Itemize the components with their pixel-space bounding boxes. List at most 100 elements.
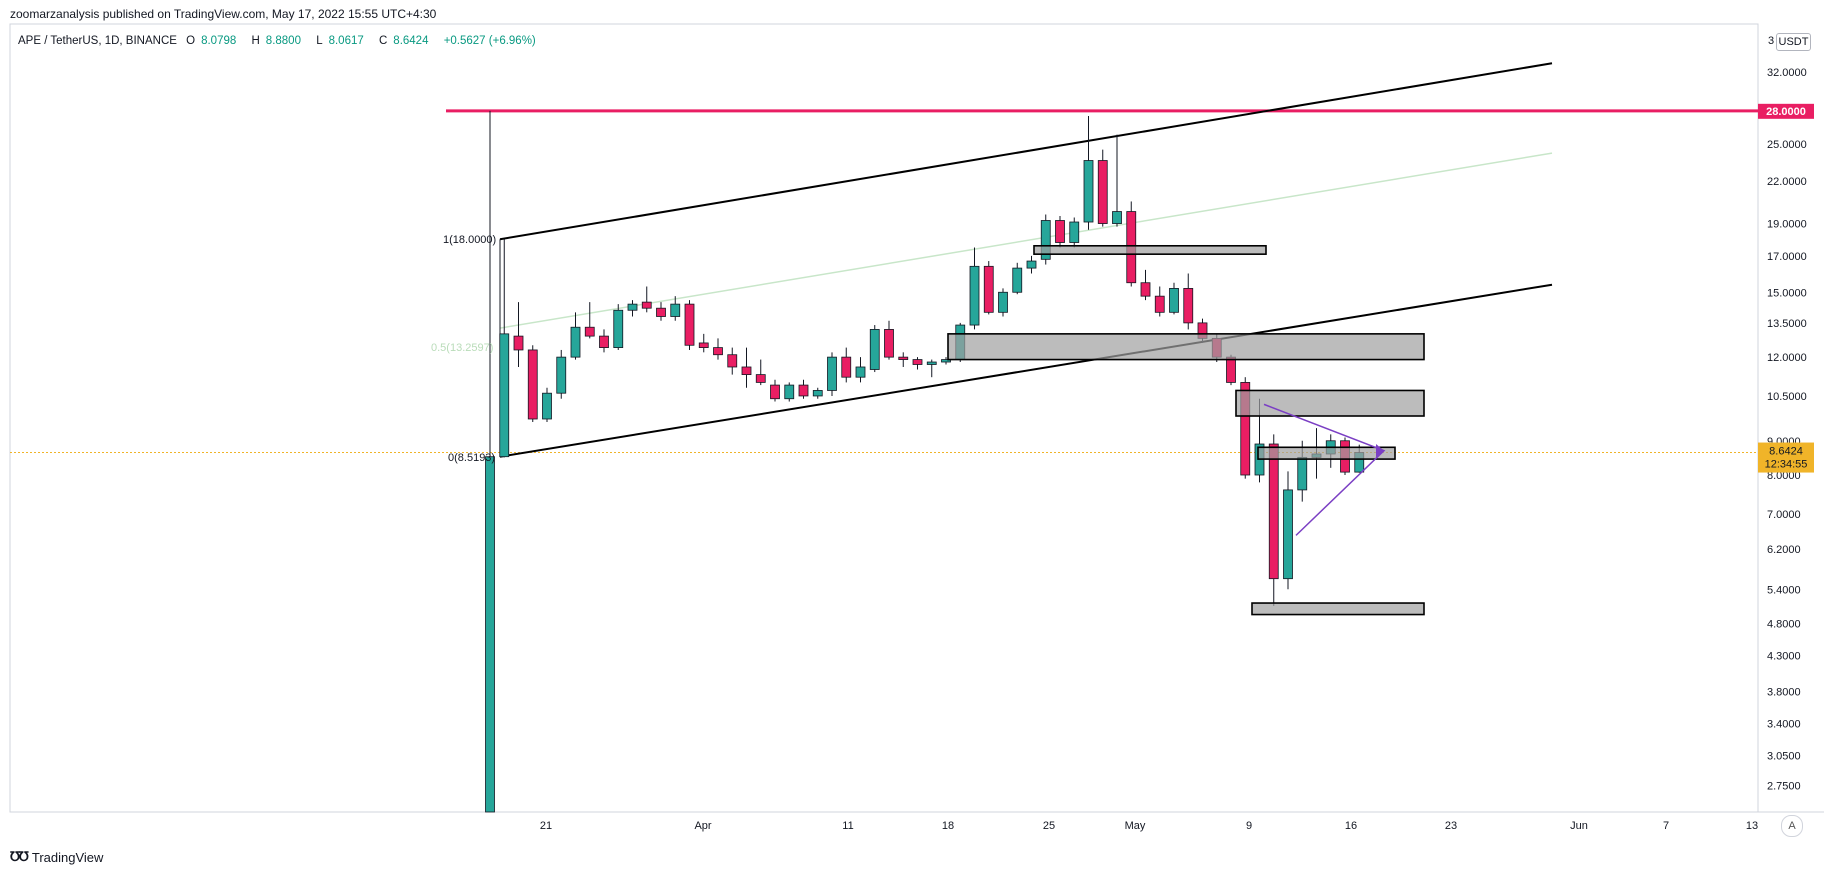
bear-candle — [912, 359, 923, 365]
bear-candle — [727, 354, 738, 368]
price-tick-label: 5.4000 — [1767, 584, 1801, 596]
bull-candle — [1297, 456, 1308, 491]
bear-candle — [698, 342, 709, 348]
bull-candle — [855, 366, 866, 378]
last-price-label: 8.6424 12:34:55 — [1758, 442, 1814, 473]
bull-candle — [1083, 160, 1094, 223]
price-tick-label: 2.7500 — [1767, 780, 1801, 792]
bear-candle — [1154, 295, 1165, 313]
bull-candle — [1283, 489, 1293, 580]
bull-candle — [613, 309, 624, 348]
symbol-name[interactable]: APE / TetherUS, 1D, BINANCE — [18, 35, 177, 47]
tradingview-logo-icon: ℧℧ — [10, 849, 29, 864]
ohlc-close: C 8.6424 — [378, 35, 429, 47]
time-tick-label: 16 — [1345, 820, 1357, 832]
bear-candle — [898, 356, 909, 360]
bull-candle — [812, 390, 823, 397]
triangle-arrow-icon — [1376, 444, 1384, 458]
price-tick-label: 17.0000 — [1767, 251, 1807, 263]
supply-demand-zone — [1235, 389, 1425, 417]
bear-candle — [1240, 382, 1251, 476]
time-tick-label: Jun — [1570, 820, 1588, 832]
price-tick-label: 7.0000 — [1767, 509, 1801, 521]
supply-demand-zone — [1257, 446, 1396, 460]
fib-level-1-label: 1(18.0000) — [443, 234, 496, 246]
time-tick-label: 9 — [1246, 820, 1252, 832]
supply-demand-zone — [1251, 602, 1425, 616]
bear-candle — [798, 384, 809, 397]
time-tick-label: 11 — [842, 820, 853, 832]
time-tick-label: 13 — [1746, 820, 1758, 832]
bull-candle — [941, 359, 951, 363]
ohlc-change: +0.5627 (+6.96%) — [443, 35, 536, 47]
triangle-pattern — [1263, 403, 1386, 536]
channel-bottom-line — [499, 283, 1553, 458]
price-tick-label: 3.0500 — [1767, 750, 1801, 762]
ohlc-open: O 8.0798 — [186, 35, 237, 47]
fib-level-05-label: 0.5(13.2597) — [431, 342, 493, 354]
time-tick-label: 7 — [1663, 820, 1669, 832]
bull-candle — [1112, 211, 1122, 224]
price-tick-label: 32.0000 — [1767, 67, 1807, 79]
plot-frame — [9, 23, 1759, 813]
bear-candle — [599, 335, 609, 348]
ohlc-high: H 8.8800 — [251, 35, 301, 47]
last-price-text: 8.6424 — [1769, 446, 1803, 458]
bull-candle — [570, 326, 581, 358]
fib-level-0-label: 0(8.5193) — [448, 452, 495, 464]
ohlc-low: L 8.0617 — [316, 35, 364, 47]
time-tick-label: 25 — [1043, 820, 1055, 832]
bull-candle — [1169, 288, 1179, 313]
bear-candle — [755, 374, 766, 383]
price-tick-label: 15.0000 — [1767, 287, 1807, 299]
supply-demand-zone — [1033, 244, 1267, 255]
bear-candle — [1140, 282, 1151, 297]
publisher-caption: zoomarzanalysis published on TradingView… — [10, 7, 437, 21]
bull-candle — [1026, 260, 1037, 269]
symbol-legend: APE / TetherUS, 1D, BINANCE O 8.0798 H 8.8… — [18, 35, 542, 47]
highlight-price-label: 28.0000 — [1758, 103, 1814, 119]
bear-candle — [527, 349, 538, 420]
bear-candle — [513, 335, 524, 351]
price-axis-top-partial: 3 — [1768, 35, 1774, 47]
bear-candle — [1226, 356, 1236, 383]
footer-brand-text: TradingView — [31, 849, 104, 865]
price-tick-label: 3.8000 — [1767, 686, 1801, 698]
price-tick-label: 22.0000 — [1767, 176, 1807, 188]
bear-candle — [841, 356, 852, 378]
auto-scale-button[interactable]: A — [1781, 815, 1803, 837]
bear-candle — [656, 307, 666, 317]
bear-candle — [770, 384, 780, 400]
price-tick-label: 10.5000 — [1767, 391, 1807, 403]
time-tick-label: 23 — [1445, 820, 1457, 832]
bull-candle — [869, 329, 880, 370]
time-tick-label: Apr — [694, 820, 711, 832]
highlight-price-text: 28.0000 — [1766, 106, 1806, 118]
time-tick-label: 18 — [942, 820, 954, 832]
bear-candle — [713, 347, 723, 356]
bull-candle — [542, 392, 552, 420]
time-tick-label: 21 — [540, 820, 552, 832]
time-tick-label: May — [1125, 820, 1146, 832]
price-tick-label: 8.0000 — [1767, 470, 1801, 482]
channel-mid-line — [499, 152, 1553, 329]
currency-unit-button[interactable]: USDT — [1776, 33, 1811, 51]
price-tick-label: 4.3000 — [1767, 650, 1801, 662]
price-tick-label: 12.0000 — [1767, 352, 1807, 364]
bear-candle — [1268, 443, 1279, 580]
supply-demand-zone — [947, 333, 1425, 361]
bull-candle — [998, 291, 1008, 313]
bear-candle — [684, 303, 695, 346]
bull-candle — [1040, 220, 1051, 260]
bull-candle — [784, 384, 795, 400]
tradingview-footer: ℧℧ TradingView — [10, 849, 103, 865]
bear-candle — [741, 366, 752, 376]
bull-candle — [1069, 221, 1080, 243]
bear-candle — [641, 301, 652, 309]
bear-candle — [584, 326, 595, 337]
channel-top-line — [499, 62, 1553, 241]
price-tick-label: 25.0000 — [1767, 139, 1807, 151]
bull-candle — [926, 361, 937, 365]
bull-candle — [670, 303, 681, 317]
